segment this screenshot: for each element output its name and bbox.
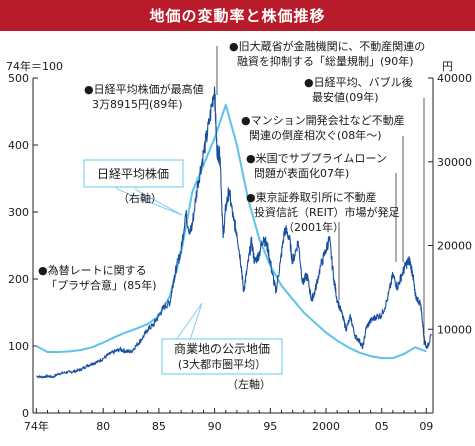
right-tick-label: 40000: [437, 72, 472, 85]
chart-title: 地価の変動率と株価推移: [0, 0, 475, 31]
land-price-line: [35, 103, 427, 360]
x-tick-label: 80: [96, 420, 110, 433]
annotation-nikkei-peak: ●日経平均株価が最高値 3万8915円(89年): [84, 82, 207, 111]
land-price-label: 商業地の公示地価 (3大都市圏平均）: [161, 302, 283, 375]
annotation-nikkei-low: ●日経平均、バブル後 最安値(09年): [304, 75, 416, 104]
annotation-total-volume-regulation: ●旧大蔵省が金融機関に、不動産関連の 融資を抑制する「総量規制」(90年): [229, 39, 429, 68]
x-tick-label: 2000: [312, 420, 340, 433]
right-tick-label: 10000: [437, 323, 472, 336]
nikkei-label-text: 日経平均株価: [97, 166, 169, 181]
x-tick-label: 90: [208, 420, 222, 433]
annotation-plaza-accord: ●為替レートに関する 「プラザ合意」(85年): [38, 263, 157, 292]
land-price-label-sub: (3大都市圏平均）: [178, 357, 266, 371]
nikkei-line: [36, 86, 432, 379]
series-land-price: [35, 103, 427, 360]
annotation-real-estate-bankruptcies: ●マンション開発会社など不動産 関連の倒産相次ぐ(08年～): [241, 113, 408, 142]
x-tick-label: 05: [375, 420, 389, 433]
left-tick-label: 100: [8, 340, 29, 353]
left-tick-label: 300: [8, 206, 29, 219]
series-nikkei: [36, 86, 432, 379]
right-axis-label: 円: [442, 60, 453, 73]
x-tick-label: 85: [152, 420, 166, 433]
land-price-axis-note: （左軸）: [227, 377, 271, 391]
left-tick-label: 400: [8, 139, 29, 152]
annotation-pointers: [216, 46, 425, 345]
right-tick-label: 20000: [437, 240, 472, 253]
axes: 0 100 200 300 400 500 10000 20000 30000 40000 74年 8…: [8, 72, 472, 433]
nikkei-axis-note: （右軸）: [118, 191, 162, 205]
right-tick-label: 30000: [437, 156, 472, 169]
x-tick-label: 95: [263, 420, 277, 433]
nikkei-label: 日経平均株価: [83, 159, 184, 216]
left-axis-label: 74年＝100: [6, 59, 63, 73]
x-tick-label: 09: [419, 420, 433, 433]
left-tick-label: 200: [8, 273, 29, 286]
left-tick-label: 500: [8, 72, 29, 85]
annotation-reit-market: ●東京証券取引所に不動産 投資信託（REIT）市場が発足 （2001年）: [246, 190, 403, 234]
left-tick-label: 0: [22, 407, 29, 420]
x-tick-label: 74年: [24, 419, 49, 433]
land-price-label-name: 商業地の公示地価: [174, 341, 270, 356]
annotation-subprime: ●米国でサブプライムローン 問題が表面化07年): [246, 151, 390, 180]
